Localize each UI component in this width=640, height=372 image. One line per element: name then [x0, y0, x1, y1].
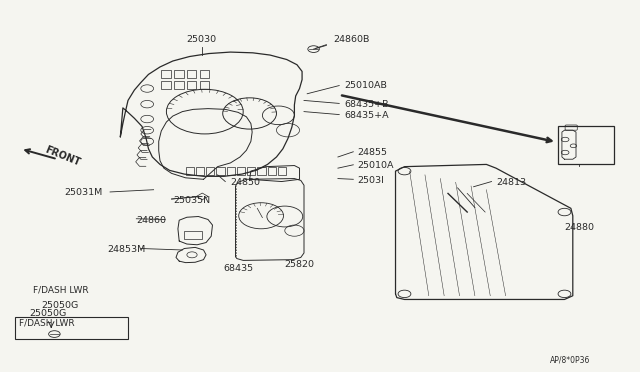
Bar: [196, 167, 204, 175]
Text: 68435+A: 68435+A: [344, 111, 389, 120]
Bar: [216, 167, 225, 175]
Bar: [15, 317, 128, 339]
Bar: [247, 167, 255, 175]
Bar: [184, 231, 202, 239]
Text: 25820: 25820: [285, 260, 314, 269]
Text: 68435: 68435: [223, 264, 254, 273]
Bar: [187, 70, 196, 78]
Text: 68435+B: 68435+B: [344, 100, 389, 109]
Text: 24853M: 24853M: [108, 245, 146, 254]
Text: 25050G: 25050G: [42, 301, 79, 310]
Text: 25030: 25030: [186, 35, 217, 44]
Bar: [558, 126, 614, 164]
Bar: [237, 167, 245, 175]
Text: 2503I: 2503I: [357, 176, 384, 185]
Text: 24860B: 24860B: [333, 35, 369, 44]
Bar: [268, 167, 276, 175]
Bar: [200, 70, 209, 78]
Text: AP/8*0P36: AP/8*0P36: [550, 356, 591, 365]
Bar: [227, 167, 235, 175]
Text: 24860: 24860: [136, 216, 166, 225]
Bar: [174, 70, 184, 78]
Bar: [161, 81, 171, 89]
Text: F/DASH LWR: F/DASH LWR: [33, 286, 89, 295]
Bar: [186, 167, 194, 175]
Bar: [187, 81, 196, 89]
Text: 24813: 24813: [496, 178, 526, 187]
Bar: [174, 81, 184, 89]
Text: 25050G: 25050G: [29, 309, 67, 318]
Text: F/DASH LWR: F/DASH LWR: [19, 319, 74, 328]
Bar: [200, 81, 209, 89]
Text: 24880: 24880: [564, 223, 594, 232]
Bar: [161, 70, 171, 78]
Text: FRONT: FRONT: [44, 144, 82, 167]
Text: 25010A: 25010A: [357, 161, 394, 170]
Bar: [278, 167, 286, 175]
Bar: [257, 167, 266, 175]
Bar: [206, 167, 214, 175]
Text: 25035N: 25035N: [173, 196, 210, 205]
Text: 25031M: 25031M: [64, 188, 102, 197]
Text: 24850: 24850: [230, 178, 260, 187]
Text: 24855: 24855: [357, 148, 387, 157]
Text: 25010AB: 25010AB: [344, 81, 387, 90]
